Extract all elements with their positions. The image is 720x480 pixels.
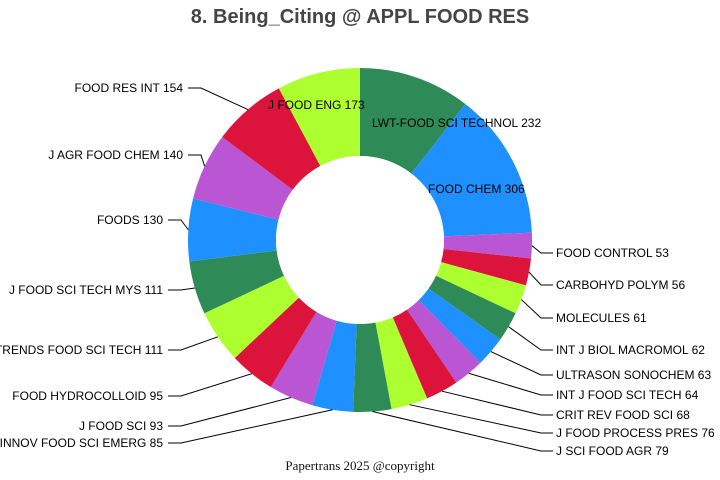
donut-hole	[276, 156, 444, 324]
slice-label: MOLECULES 61	[556, 311, 647, 325]
donut-slice	[406, 299, 481, 383]
leader-line	[490, 351, 553, 376]
donut-slice	[418, 288, 501, 363]
leader-line	[188, 154, 206, 167]
leader-line	[168, 373, 252, 397]
leader-line	[168, 397, 292, 427]
slice-label: LWT-FOOD SCI TECHNOL 232	[372, 116, 541, 130]
slice-label: FOOD CHEM 306	[428, 182, 525, 196]
chart-title: 8. Being_Citing @ APPL FOOD RES	[190, 6, 530, 28]
leader-line	[168, 336, 219, 351]
leader-line	[409, 404, 553, 434]
slice-label: FOODS 130	[97, 213, 163, 227]
donut-slice	[375, 317, 428, 410]
donut-slice	[270, 311, 337, 406]
slice-label: J FOOD PROCESS PRES 76	[556, 426, 715, 440]
donut-slice	[204, 275, 299, 358]
donut-slice	[234, 297, 317, 388]
donut-slice	[189, 250, 285, 314]
leader-line	[168, 287, 195, 291]
slice-label: J AGR FOOD CHEM 140	[48, 148, 183, 162]
donut-slice	[312, 320, 357, 412]
slice-label: FOOD CONTROL 53	[556, 246, 669, 260]
slice-label: J FOOD SCI TECH MYS 111	[9, 283, 163, 297]
donut-slice	[392, 309, 457, 399]
donut-slice	[428, 275, 516, 340]
leader-line	[531, 245, 553, 254]
leader-line	[521, 299, 553, 319]
leader-line	[168, 409, 333, 444]
donut-slice	[353, 322, 392, 412]
slice-label: ULTRASON SONOCHEM 63	[556, 368, 711, 382]
leader-line	[441, 390, 553, 416]
donut-slice	[222, 88, 321, 190]
donut-slice	[278, 68, 360, 166]
slice-label: J FOOD ENG 173	[268, 98, 365, 112]
slice-label: FOOD HYDROCOLLOID 95	[12, 389, 163, 403]
donut-slice	[435, 262, 526, 314]
donut-slice	[360, 68, 466, 174]
slice-label: CARBOHYD POLYM 56	[556, 278, 685, 292]
slice-label: CRIT REV FOOD SCI 68	[556, 408, 690, 422]
donut-slice	[193, 137, 293, 220]
donut-slice	[411, 104, 532, 237]
slice-label: FOOD RES INT 154	[75, 81, 184, 95]
leader-line	[188, 87, 249, 111]
slice-label: J SCI FOOD AGR 79	[556, 444, 669, 458]
leader-line	[168, 219, 189, 231]
slice-label: TRENDS FOOD SCI TECH 111	[0, 343, 163, 357]
donut-slice	[188, 198, 279, 262]
donut-slice	[441, 249, 531, 286]
slice-label: INT J BIOL MACROMOL 62	[556, 343, 705, 357]
slice-label: INT J FOOD SCI TECH 64	[556, 388, 699, 402]
leader-line	[468, 372, 553, 396]
slice-label: J FOOD SCI 93	[79, 419, 163, 433]
leader-line	[528, 271, 553, 286]
leader-line	[508, 326, 553, 351]
donut-slice	[443, 232, 532, 259]
leader-line	[372, 411, 553, 452]
copyright-footer: Papertrans 2025 @copyright	[285, 458, 435, 473]
slice-label: INNOV FOOD SCI EMERG 85	[0, 436, 163, 450]
